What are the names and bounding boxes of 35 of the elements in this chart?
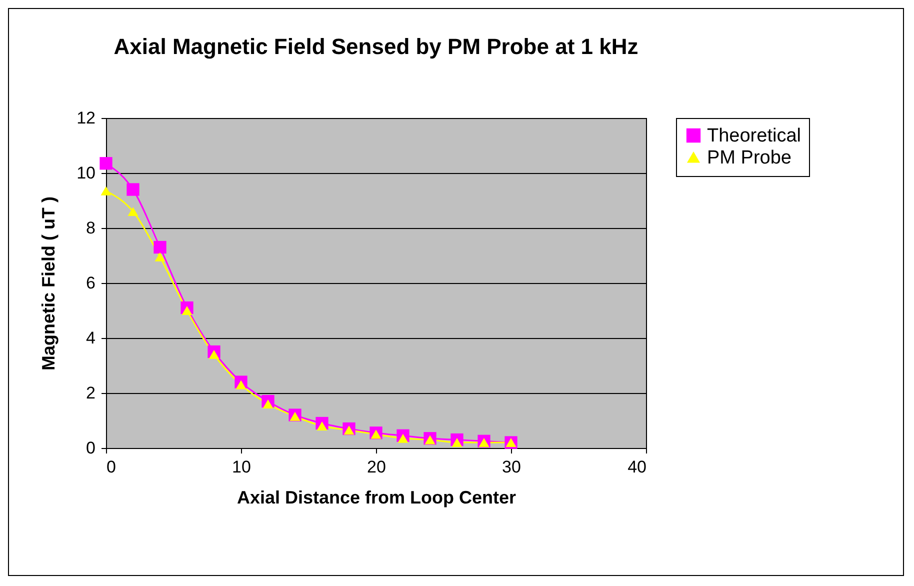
- point: [452, 438, 462, 448]
- y-tick-label: 0: [86, 438, 96, 458]
- point: [126, 183, 140, 196]
- point: [478, 438, 490, 448]
- point: [262, 399, 274, 409]
- y-tick-label: 4: [86, 328, 96, 348]
- point: [100, 157, 112, 170]
- x-tick-label: 10: [232, 458, 251, 476]
- point: [290, 412, 300, 421]
- y-tick-label: 12: [76, 108, 96, 128]
- point: [154, 240, 166, 254]
- point: [344, 426, 354, 435]
- legend-label: PM Probe: [707, 148, 792, 168]
- y-tick-label: 10: [76, 164, 96, 182]
- point: [154, 252, 166, 262]
- point: [398, 434, 408, 443]
- x-tick-label: 30: [502, 458, 521, 476]
- point: [128, 206, 138, 216]
- y-tick-label: 6: [86, 274, 96, 292]
- y-axis-title: Magnetic Field ( uT ): [38, 196, 59, 370]
- point: [208, 350, 220, 360]
- x-tick-label: 40: [628, 458, 646, 476]
- point: [100, 186, 112, 196]
- x-axis-title: Axial Distance from Loop Center: [236, 488, 516, 508]
- point: [424, 435, 436, 444]
- x-tick-label: 20: [367, 458, 386, 476]
- chart-title: Axial Magnetic Field Sensed by PM Probe at 1 kHz: [114, 34, 638, 59]
- y-tick-label: 8: [86, 218, 96, 238]
- point: [182, 306, 192, 316]
- point: [236, 380, 246, 390]
- x-tick-label: 0: [106, 458, 116, 476]
- legend-label: Theoretical: [707, 126, 801, 146]
- y-tick-label: 2: [86, 384, 96, 402]
- point: [370, 430, 382, 439]
- point: [316, 421, 328, 431]
